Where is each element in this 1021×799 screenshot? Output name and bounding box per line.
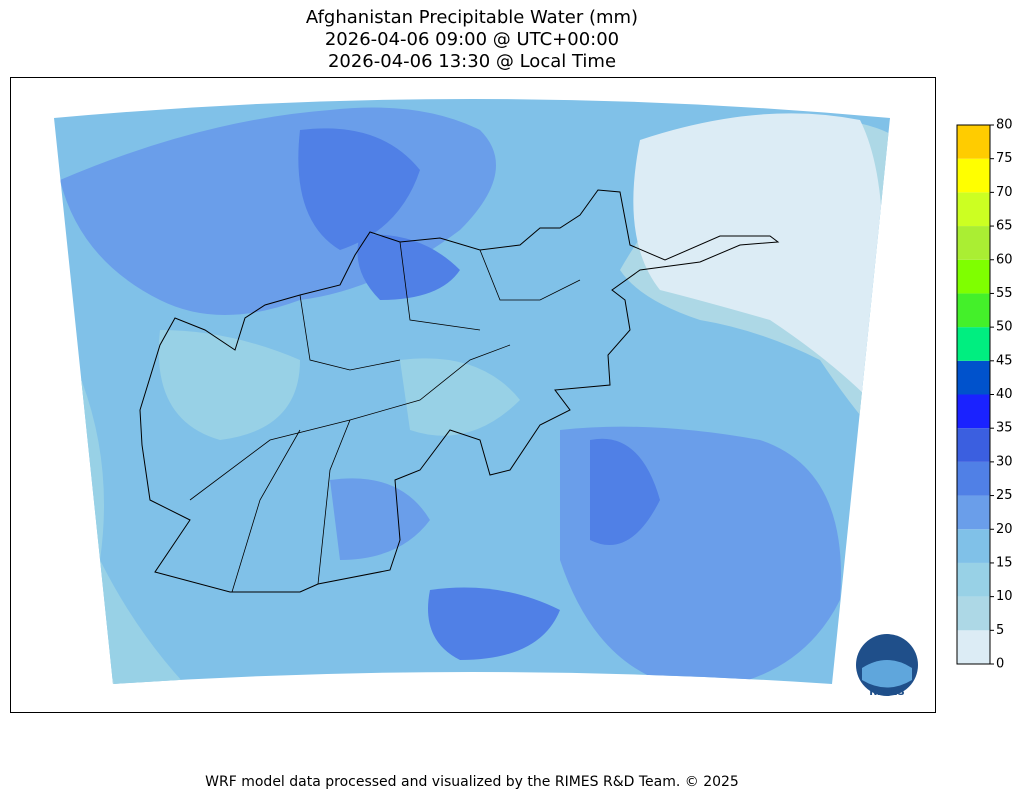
map-field xyxy=(54,99,890,684)
colorbar-tick-label: 30 xyxy=(996,454,1013,469)
colorbar-bin xyxy=(957,226,990,260)
colorbar-tick-label: 40 xyxy=(996,387,1013,402)
colorbar-tick-label: 70 xyxy=(996,185,1013,200)
colorbar: 0 5 10 15 20 25 30 35 40 45 50 55 60 65 70 75 80 xyxy=(956,118,1013,672)
colorbar-tick-label: 35 xyxy=(996,421,1013,436)
logo: RIMES xyxy=(856,634,918,698)
colorbar-bin xyxy=(957,596,990,631)
title: 2026-04-06 09:00 @ UTC+00:00 xyxy=(325,29,619,50)
colorbar-tick-label: 25 xyxy=(996,488,1013,503)
colorbar-tick-label: 75 xyxy=(996,151,1013,166)
colorbar-bin xyxy=(957,158,990,193)
colorbar-bin xyxy=(957,495,990,530)
colorbar-tick-label: 0 xyxy=(996,657,1004,672)
colorbar-bin xyxy=(957,293,990,328)
colorbar-tick-label: 50 xyxy=(996,320,1013,335)
colorbar-tick-label: 65 xyxy=(996,219,1013,234)
colorbar-bin xyxy=(957,259,990,294)
colorbar-tick-label: 5 xyxy=(996,623,1004,638)
colorbar-tick-label: 80 xyxy=(996,118,1013,133)
province-borders xyxy=(189,241,581,593)
colorbar-bin xyxy=(957,562,990,597)
title: Afghanistan Precipitable Water (mm) xyxy=(306,7,638,28)
colorbar-bin xyxy=(957,192,990,227)
colorbar-bin xyxy=(957,461,990,496)
logo-text: RIMES xyxy=(869,687,904,698)
colorbar-bin xyxy=(957,630,990,664)
colorbar-bin xyxy=(957,529,990,563)
country-outline xyxy=(139,189,780,593)
footer: WRF model data processed and visualized … xyxy=(205,774,739,790)
colorbar-bin xyxy=(957,327,990,361)
title: 2026-04-06 13:30 @ Local Time xyxy=(328,51,616,72)
colorbar-tick-label: 20 xyxy=(996,522,1013,537)
colorbar-bin xyxy=(957,360,990,395)
colorbar-tick-label: 15 xyxy=(996,555,1013,570)
colorbar-tick-label: 45 xyxy=(996,353,1013,368)
colorbar-bin xyxy=(957,428,990,462)
colorbar-bin xyxy=(957,125,990,159)
colorbar-bin xyxy=(957,394,990,429)
map-frame xyxy=(10,77,936,713)
colorbar-tick-label: 60 xyxy=(996,252,1013,267)
colorbar-tick-label: 55 xyxy=(996,286,1013,301)
colorbar-tick-label: 10 xyxy=(996,589,1013,604)
